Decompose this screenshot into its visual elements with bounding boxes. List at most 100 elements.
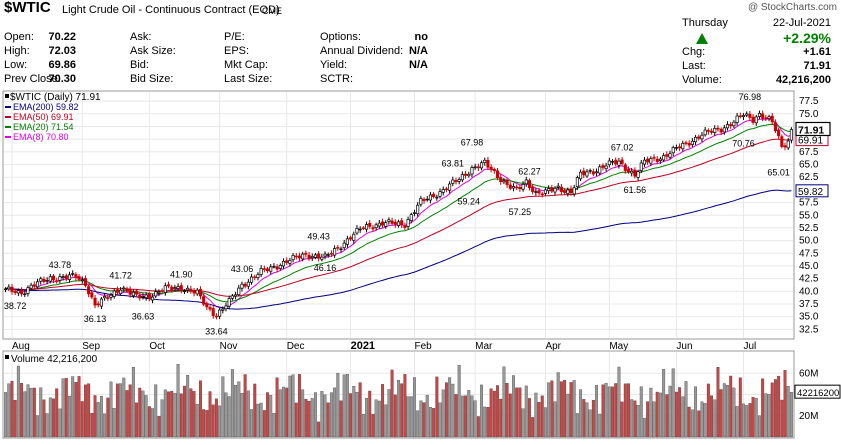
volume-bar <box>649 387 653 438</box>
volume-bar <box>764 393 768 438</box>
volume-bar <box>633 400 637 438</box>
candle-body <box>281 261 286 267</box>
candle-body <box>278 265 282 269</box>
volume-bar <box>438 402 442 438</box>
candle <box>591 168 595 177</box>
volume-bar <box>55 388 59 438</box>
candle-body <box>339 248 343 251</box>
candle <box>83 275 88 288</box>
candle <box>729 121 733 129</box>
candle <box>61 274 65 281</box>
candle <box>764 114 768 122</box>
volume-bar <box>428 407 432 438</box>
candle <box>467 171 471 178</box>
candle-body <box>524 179 528 185</box>
candle-body <box>540 193 544 195</box>
field-value: no <box>414 31 428 43</box>
candle-body <box>176 286 180 289</box>
candle-body <box>521 184 525 190</box>
volume-bar <box>23 391 27 438</box>
volume-bar <box>16 365 20 438</box>
candle-body <box>601 165 605 168</box>
candle-body <box>709 130 714 133</box>
quote-date: 22-Jul-2021 <box>772 17 831 29</box>
candle <box>419 195 423 207</box>
candle-body <box>87 286 91 295</box>
volume-bar <box>591 399 595 438</box>
x-tick-label: Jul <box>743 341 756 352</box>
candle <box>329 250 333 257</box>
candle <box>272 263 276 269</box>
candle-body <box>39 278 43 282</box>
candle <box>588 168 592 174</box>
candle-body <box>678 146 682 149</box>
volume-bar <box>313 392 317 438</box>
volume-bar <box>770 382 774 438</box>
candle-body <box>502 180 506 183</box>
candle <box>230 293 234 301</box>
volume-bar <box>115 383 119 438</box>
price-annotation: 41.90 <box>170 270 193 280</box>
price-annotation: 63.81 <box>442 159 465 169</box>
volume-bar <box>275 377 279 438</box>
volume-bar <box>716 367 720 438</box>
candle <box>304 250 308 258</box>
candle <box>131 289 135 299</box>
candle-body <box>138 295 142 299</box>
candle-body <box>265 268 270 272</box>
candle-body <box>662 155 666 161</box>
candle <box>87 284 91 298</box>
candle-body <box>687 142 691 146</box>
volume-bar <box>767 394 771 438</box>
candle <box>35 278 40 290</box>
candle <box>26 285 30 297</box>
vol-tick-label: 60M <box>799 368 818 379</box>
candle <box>690 138 694 148</box>
candle <box>610 159 615 166</box>
quote-box: Thursday 22-Jul-2021 +2.29% Chg: +1.61 L… <box>676 16 837 88</box>
candle-body <box>262 268 266 270</box>
candle <box>13 288 17 296</box>
candle <box>722 124 726 135</box>
candle-body <box>505 180 509 185</box>
volume-bar <box>598 413 602 438</box>
candle <box>585 168 589 178</box>
candle <box>719 127 723 136</box>
candle-body <box>508 184 512 189</box>
candle <box>189 285 193 294</box>
volume-bar <box>409 396 413 438</box>
candle <box>218 308 222 320</box>
candle-body <box>464 173 468 176</box>
volume-bar <box>326 402 330 438</box>
candle-body <box>761 113 765 119</box>
candle <box>297 252 302 261</box>
candle <box>575 175 579 190</box>
candle <box>214 313 218 320</box>
candle-body <box>588 170 592 172</box>
candle <box>649 156 653 166</box>
volume-bar <box>678 387 682 438</box>
candle-body <box>690 140 694 145</box>
y-tick-label: 42.5 <box>799 274 819 285</box>
candle <box>767 114 771 122</box>
candle-body <box>13 291 17 294</box>
candle <box>310 253 314 261</box>
candle-body <box>403 225 407 228</box>
candle <box>336 245 340 251</box>
candle-body <box>135 290 139 295</box>
volume-bar <box>754 398 758 438</box>
candle-body <box>770 115 774 123</box>
volume-bar <box>563 380 567 438</box>
volume-bar <box>333 387 337 438</box>
candle-body <box>432 193 436 198</box>
candle-body <box>789 129 793 141</box>
volume-bar <box>320 391 324 438</box>
candle-body <box>173 287 177 289</box>
volume-bar <box>269 395 273 438</box>
volume-bar <box>202 409 206 438</box>
candle <box>655 156 659 164</box>
price-chart: 43.78 38.72 36.13 41.72 36.63 41.90 33.64 43.06… <box>2 90 841 439</box>
volume-bar <box>432 408 436 438</box>
volume-bar <box>480 384 484 438</box>
candle <box>518 184 522 192</box>
